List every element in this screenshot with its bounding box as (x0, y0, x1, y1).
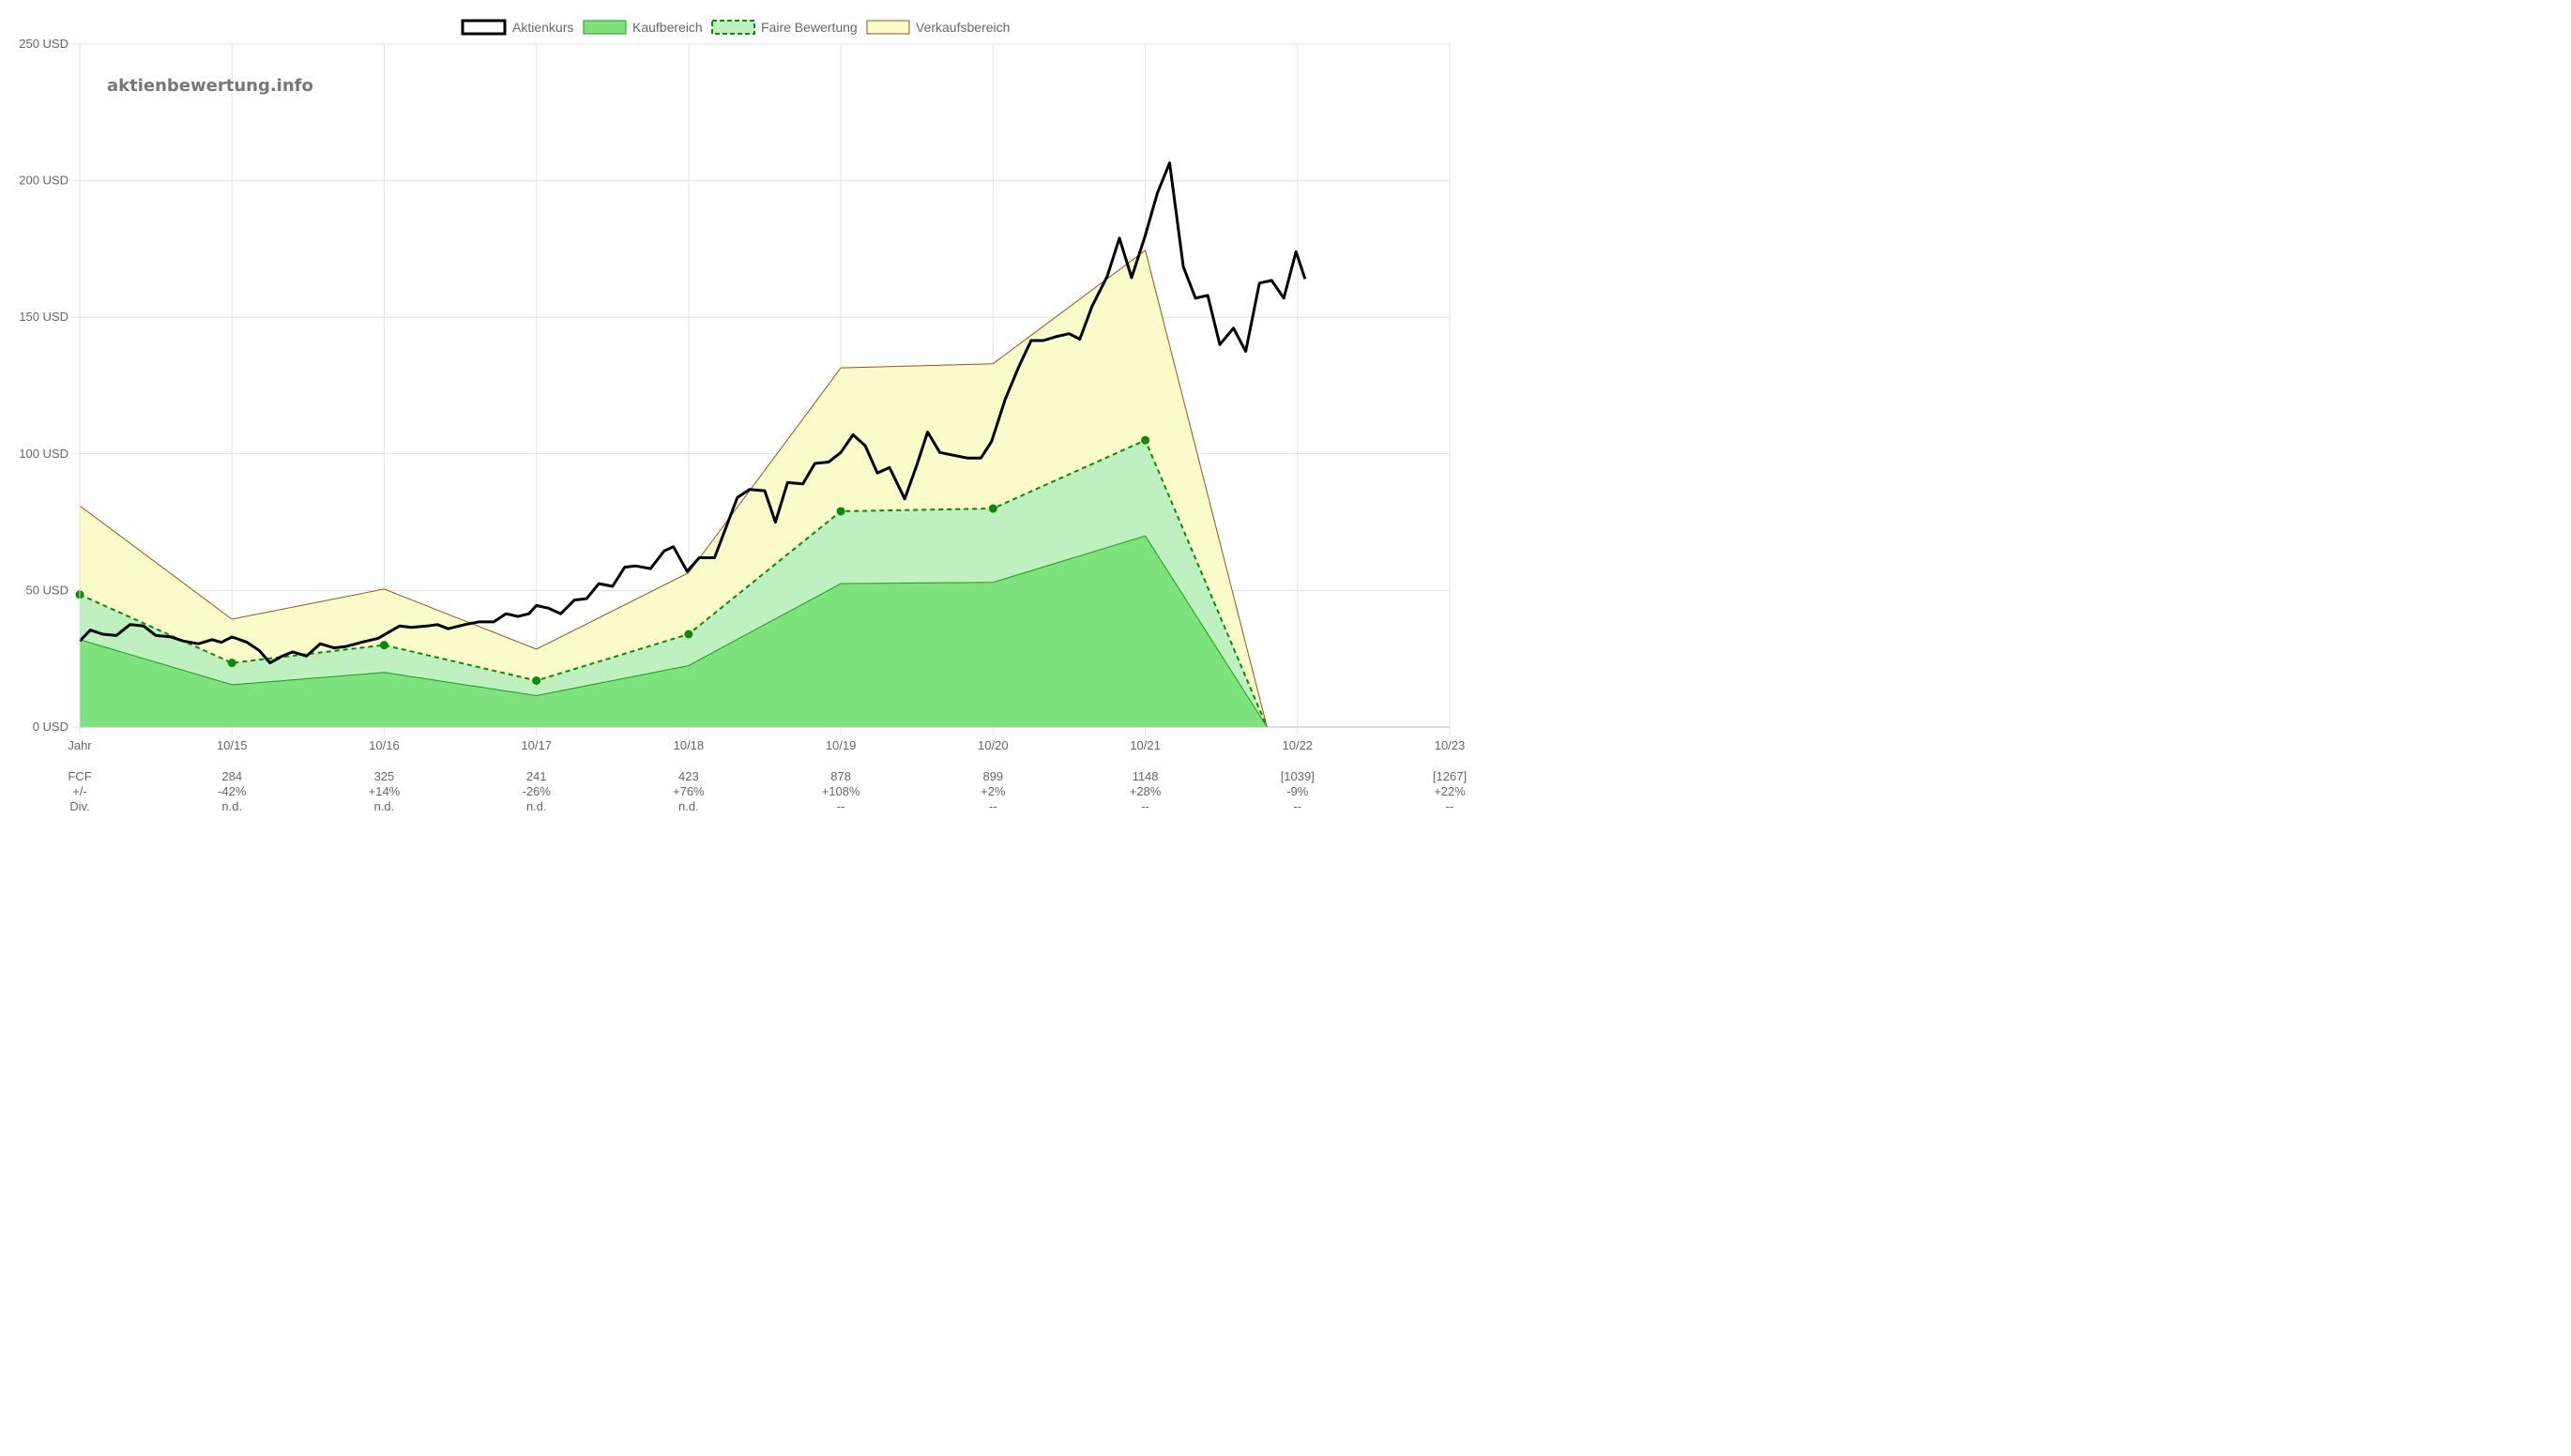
table-cell: [1039] (1281, 769, 1315, 783)
table-cell: +22% (1434, 784, 1466, 798)
y-tick-label: 150 USD (19, 310, 68, 324)
table-cell: -9% (1286, 784, 1309, 798)
y-tick-label: 200 USD (19, 174, 68, 188)
legend-label[interactable]: Kaufbereich (632, 20, 703, 35)
table-cell: n.d. (374, 799, 395, 813)
table-cell: -26% (522, 784, 551, 798)
sell-line (79, 250, 1450, 728)
legend-swatch[interactable] (583, 20, 627, 35)
price-line (78, 161, 1307, 665)
y-tick-label: 250 USD (19, 37, 68, 51)
table-cell: 878 (830, 769, 851, 783)
buy-area (80, 536, 1450, 727)
x-tick-label: 10/18 (674, 738, 705, 752)
watermark: aktienbewertung.info (107, 76, 313, 96)
y-tick-label: 100 USD (19, 447, 68, 461)
x-tick-label: 10/20 (978, 738, 1009, 752)
y-tick-label: 0 USD (33, 720, 68, 734)
legend-swatch[interactable] (461, 19, 507, 36)
x-tick-label: 10/22 (1283, 738, 1314, 752)
x-tick-label: Jahr (68, 738, 92, 752)
table-cell: +76% (673, 784, 705, 798)
fair-point[interactable] (1141, 435, 1150, 445)
x-tick-label: 10/23 (1435, 738, 1466, 752)
table-row-label: +/- (72, 784, 87, 798)
x-tick-label: 10/16 (369, 738, 400, 752)
x-tick-label: 10/15 (217, 738, 248, 752)
fcf-table: FCF+/-Div.284-42%n.d.325+14%n.d.241-26%n… (68, 769, 1467, 813)
legend-label[interactable]: Faire Bewertung (761, 20, 858, 35)
fair-point[interactable] (836, 507, 845, 516)
fair-point[interactable] (532, 675, 541, 685)
table-row-label: Div. (69, 799, 89, 813)
legend-label[interactable]: Aktienkurs (512, 20, 573, 35)
table-cell: n.d. (221, 799, 242, 813)
table-cell: -- (1141, 799, 1149, 813)
table-cell: 1148 (1133, 769, 1159, 783)
table-cell: +14% (369, 784, 401, 798)
x-tick-label: 10/17 (521, 738, 552, 752)
table-cell: n.d. (678, 799, 699, 813)
table-cell: -- (837, 799, 845, 813)
table-cell: n.d. (526, 799, 547, 813)
legend[interactable]: Aktienkurs Kaufbereich Faire Bewertung Verk… (461, 19, 1010, 36)
table-cell: 423 (678, 769, 699, 783)
table-cell: +2% (981, 784, 1006, 798)
legend-label[interactable]: Verkaufsbereich (916, 20, 1010, 35)
table-cell: -- (1293, 799, 1301, 813)
table-cell: -- (989, 799, 997, 813)
table-cell: 284 (221, 769, 242, 783)
table-row-label: FCF (68, 769, 91, 783)
chart-svg: 0 USD 50 USD 100 USD 150 USD 200 USD 250 USD J… (19, 19, 1467, 813)
table-cell: -- (1446, 799, 1454, 813)
fair-point[interactable] (379, 641, 388, 650)
fair-point[interactable] (988, 504, 997, 513)
x-tick-label: 10/21 (1130, 738, 1161, 752)
legend-swatch[interactable] (711, 20, 755, 35)
table-cell: 899 (982, 769, 1003, 783)
table-cell: 241 (526, 769, 547, 783)
table-cell: +108% (822, 784, 860, 798)
table-cell: +28% (1130, 784, 1162, 798)
y-tick-label: 50 USD (25, 583, 68, 597)
table-cell: -42% (218, 784, 247, 798)
areas (79, 250, 1450, 728)
table-cell: [1267] (1433, 769, 1467, 783)
legend-swatch[interactable] (866, 20, 910, 35)
x-tick-label: 10/19 (826, 738, 857, 752)
buy-line (79, 535, 1450, 728)
lines (75, 161, 1307, 728)
fair-point[interactable] (684, 629, 693, 639)
fair-point[interactable] (227, 659, 236, 668)
axes: 0 USD 50 USD 100 USD 150 USD 200 USD 250 USD J… (19, 37, 1465, 752)
table-cell: 325 (374, 769, 395, 783)
